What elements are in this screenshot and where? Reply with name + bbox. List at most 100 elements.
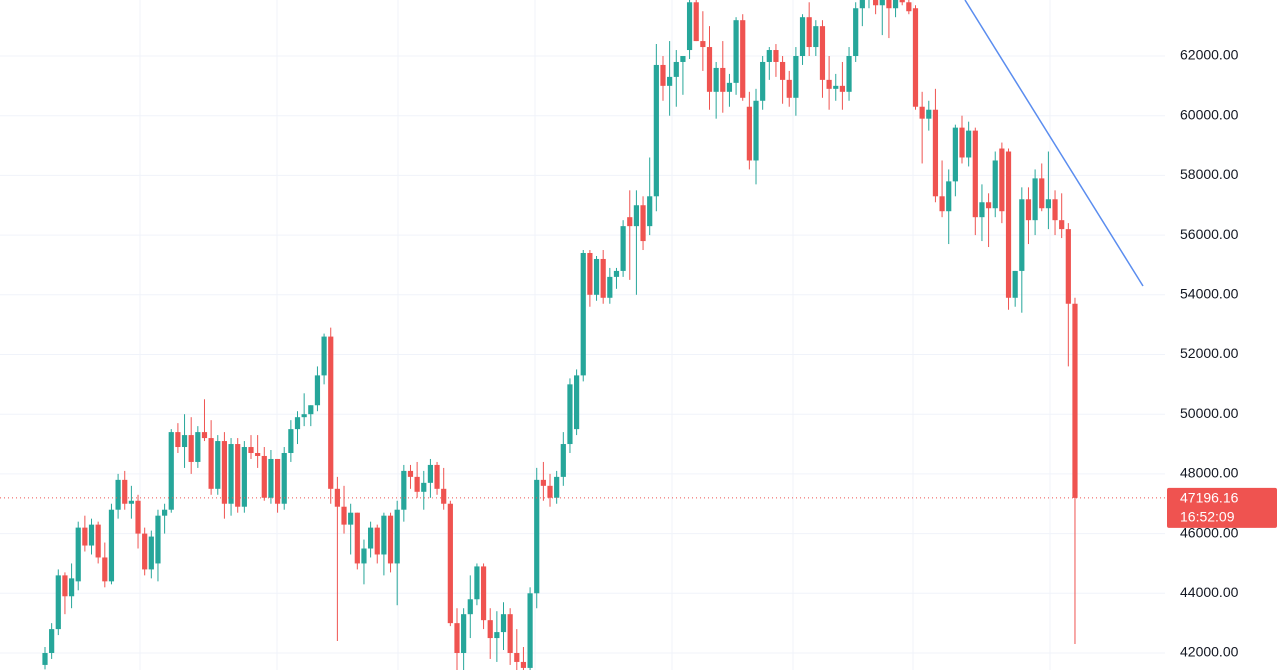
candle-body xyxy=(441,488,447,504)
candle-body xyxy=(560,444,566,477)
candle-body xyxy=(135,500,141,534)
candle-body xyxy=(75,527,81,582)
candle-body xyxy=(368,527,374,549)
candle-body xyxy=(168,432,174,510)
y-tick-label: 60000.00 xyxy=(1180,106,1239,122)
price-axis: 42000.00 44000.00 46000.00 48000.00 50000.00… xyxy=(1165,0,1280,670)
candle-body xyxy=(461,614,467,653)
candle-body xyxy=(68,578,75,597)
candle-body xyxy=(574,375,580,430)
candle-body xyxy=(108,509,115,582)
candle-body xyxy=(361,548,367,564)
candle-body xyxy=(554,476,560,498)
candle-body xyxy=(401,470,407,510)
candle-body xyxy=(221,441,228,504)
candle-body xyxy=(567,384,573,445)
candle-body xyxy=(500,614,507,633)
candle-body xyxy=(288,429,294,453)
candle-body xyxy=(148,536,154,570)
y-tick-label: 46000.00 xyxy=(1180,524,1239,540)
candle-body xyxy=(115,479,121,510)
candle-body xyxy=(826,79,832,89)
candle-body xyxy=(1059,220,1065,230)
candle-body xyxy=(686,2,693,51)
candle-body xyxy=(162,509,168,516)
candle-body xyxy=(188,435,194,462)
candle-body xyxy=(427,464,434,483)
candle-body xyxy=(959,127,965,158)
candle-body xyxy=(706,47,713,92)
candle-body xyxy=(414,476,420,492)
candle-body xyxy=(540,479,546,486)
y-tick-label: 50000.00 xyxy=(1180,405,1239,421)
candle-body xyxy=(746,106,752,161)
candle-body xyxy=(181,435,188,448)
y-tick-label: 54000.00 xyxy=(1180,285,1239,301)
candle-body xyxy=(195,432,201,462)
candle-body xyxy=(793,55,799,98)
candle-body xyxy=(122,479,128,504)
candle-body xyxy=(321,336,327,376)
candle-body xyxy=(607,276,613,298)
candle-body xyxy=(407,470,414,477)
candle-body xyxy=(301,414,307,418)
candle-body xyxy=(241,447,247,507)
candle-body xyxy=(660,64,666,86)
candle-body xyxy=(1032,178,1038,221)
candle-body xyxy=(926,109,932,119)
candle-body xyxy=(1072,303,1078,498)
candle-body xyxy=(1025,199,1032,221)
candle-body xyxy=(912,8,919,107)
candle-body xyxy=(261,455,267,498)
candle-body xyxy=(228,444,234,504)
candle-body xyxy=(593,258,600,295)
candle-body xyxy=(454,623,460,653)
candle-body xyxy=(760,61,766,101)
candle-body xyxy=(892,0,899,9)
candle-body xyxy=(235,444,241,507)
y-tick-label: 42000.00 xyxy=(1180,644,1239,660)
candle-body xyxy=(314,375,321,406)
candle-body xyxy=(806,17,812,48)
candle-body xyxy=(952,127,958,182)
candle-body xyxy=(906,2,912,12)
candle-body xyxy=(547,485,553,498)
candle-body xyxy=(899,0,905,3)
candle-body xyxy=(946,181,952,212)
candle-body xyxy=(268,458,274,498)
candle-body xyxy=(966,130,972,158)
candle-body xyxy=(779,61,786,80)
candle-body xyxy=(833,85,839,89)
candle-body xyxy=(421,482,427,492)
candle-body xyxy=(142,533,148,570)
candle-body xyxy=(653,64,659,197)
candle-body xyxy=(447,503,453,624)
candle-body xyxy=(434,464,440,489)
candle-body xyxy=(733,20,739,83)
y-tick-label: 62000.00 xyxy=(1180,47,1239,63)
candle-body xyxy=(886,0,892,9)
candle-body xyxy=(281,452,287,504)
candle-body xyxy=(853,8,859,56)
candle-body xyxy=(919,106,925,119)
y-tick-label: 64000.00 xyxy=(1180,0,1239,3)
candle-body xyxy=(387,515,394,564)
candle-body xyxy=(208,438,214,489)
candle-body xyxy=(128,500,134,504)
candle-body xyxy=(88,524,95,546)
candle-body xyxy=(693,2,699,42)
candle-body xyxy=(1019,199,1025,271)
candle-body xyxy=(700,41,706,48)
candle-body xyxy=(201,432,208,439)
candle-body xyxy=(215,441,221,489)
candle-body xyxy=(972,130,978,218)
candle-body xyxy=(859,0,865,9)
y-tick-label: 52000.00 xyxy=(1180,345,1239,361)
candle-body xyxy=(799,17,806,56)
candle-body xyxy=(248,447,254,453)
candle-body xyxy=(294,417,301,430)
candle-body xyxy=(82,527,88,546)
candle-body xyxy=(1039,178,1045,209)
candle-body xyxy=(49,629,55,653)
